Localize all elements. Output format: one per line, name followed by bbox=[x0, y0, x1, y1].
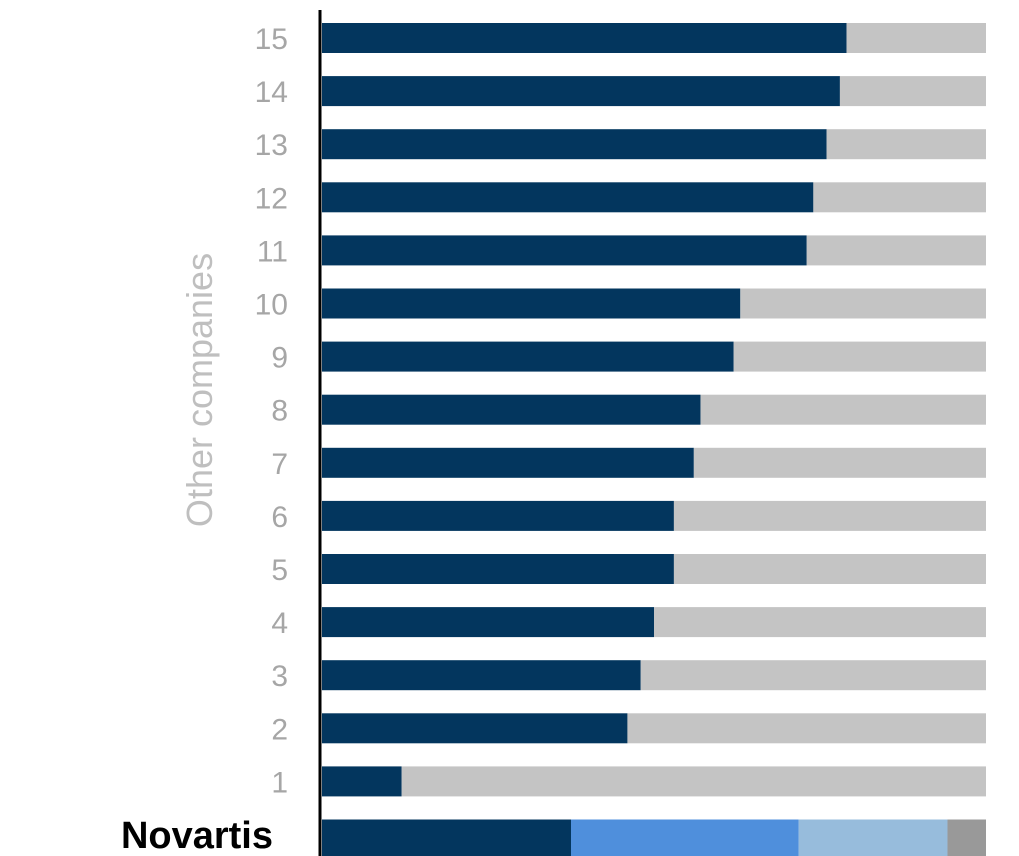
category-label-12: 12 bbox=[255, 182, 288, 215]
bar-13-seg-1 bbox=[322, 129, 827, 159]
category-label-9: 9 bbox=[271, 342, 288, 375]
bar-8-seg-2 bbox=[700, 395, 986, 425]
bars-layer bbox=[322, 23, 986, 856]
bar-novartis-seg-4 bbox=[947, 820, 986, 856]
category-label-14: 14 bbox=[255, 76, 288, 109]
bar-15-seg-1 bbox=[322, 23, 847, 53]
category-label-7: 7 bbox=[271, 448, 288, 481]
bar-2-seg-1 bbox=[322, 713, 627, 743]
y-axis-title: Other companies bbox=[179, 253, 220, 527]
category-label-6: 6 bbox=[271, 501, 288, 534]
category-label-10: 10 bbox=[255, 289, 288, 322]
bar-10-seg-1 bbox=[322, 289, 740, 319]
bar-7-seg-1 bbox=[322, 448, 694, 478]
bar-2-seg-2 bbox=[627, 713, 986, 743]
bar-6-seg-1 bbox=[322, 501, 674, 531]
bar-1-seg-2 bbox=[402, 766, 986, 796]
bar-novartis-seg-2 bbox=[571, 820, 799, 856]
bar-11-seg-2 bbox=[807, 235, 986, 265]
bar-11-seg-1 bbox=[322, 235, 807, 265]
bar-12-seg-2 bbox=[813, 182, 986, 212]
bar-4-seg-2 bbox=[654, 607, 986, 637]
category-label-5: 5 bbox=[271, 554, 288, 587]
category-label-3: 3 bbox=[271, 660, 288, 693]
bar-novartis-seg-3 bbox=[799, 820, 948, 856]
bar-14-seg-1 bbox=[322, 76, 840, 106]
bar-6-seg-2 bbox=[674, 501, 986, 531]
category-label-4: 4 bbox=[271, 607, 288, 640]
bar-5-seg-1 bbox=[322, 554, 674, 584]
category-label-13: 13 bbox=[255, 129, 288, 162]
category-label-15: 15 bbox=[255, 23, 288, 56]
bar-4-seg-1 bbox=[322, 607, 654, 637]
bar-12-seg-1 bbox=[322, 182, 813, 212]
bar-14-seg-2 bbox=[840, 76, 986, 106]
category-label-8: 8 bbox=[271, 395, 288, 428]
category-label-1: 1 bbox=[271, 766, 288, 799]
bar-9-seg-2 bbox=[734, 342, 986, 372]
category-labels: 15 14 13 12 11 10 9 8 7 6 5 4 3 2 1 bbox=[255, 23, 288, 799]
category-label-11: 11 bbox=[257, 235, 288, 268]
category-label-2: 2 bbox=[271, 713, 288, 746]
bar-8-seg-1 bbox=[322, 395, 700, 425]
bar-1-seg-1 bbox=[322, 766, 402, 796]
bar-13-seg-2 bbox=[827, 129, 986, 159]
highlight-label-novartis: Novartis bbox=[121, 815, 273, 856]
bar-9-seg-1 bbox=[322, 342, 734, 372]
bar-5-seg-2 bbox=[674, 554, 986, 584]
bar-10-seg-2 bbox=[740, 289, 986, 319]
bar-15-seg-2 bbox=[847, 23, 986, 53]
bar-3-seg-2 bbox=[641, 660, 986, 690]
bar-novartis-seg-1 bbox=[322, 820, 571, 856]
bar-7-seg-2 bbox=[694, 448, 986, 478]
bar-3-seg-1 bbox=[322, 660, 641, 690]
